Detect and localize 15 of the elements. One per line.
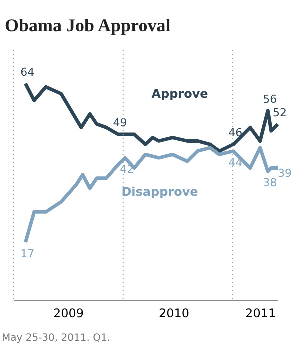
data-label: 39 — [278, 167, 292, 180]
text: May 25-30, 2011. Q1. — [2, 333, 110, 344]
text: Approve — [152, 87, 208, 101]
data-label: 49 — [113, 116, 128, 130]
data-label: 38 — [263, 176, 278, 190]
data-label: 56 — [263, 92, 278, 106]
data-label: 64 — [20, 66, 35, 79]
data-label: 17 — [20, 248, 35, 261]
chart-title: Obama Job Approval — [5, 16, 171, 36]
data-label: 52 — [273, 106, 287, 120]
x-tick-label: 2009 — [53, 306, 84, 320]
data-label: 46 — [228, 126, 243, 140]
x-tick-label: 2010 — [158, 306, 190, 320]
x-tick-label: 2011 — [246, 306, 276, 320]
series-label: Disapprove — [122, 185, 198, 199]
